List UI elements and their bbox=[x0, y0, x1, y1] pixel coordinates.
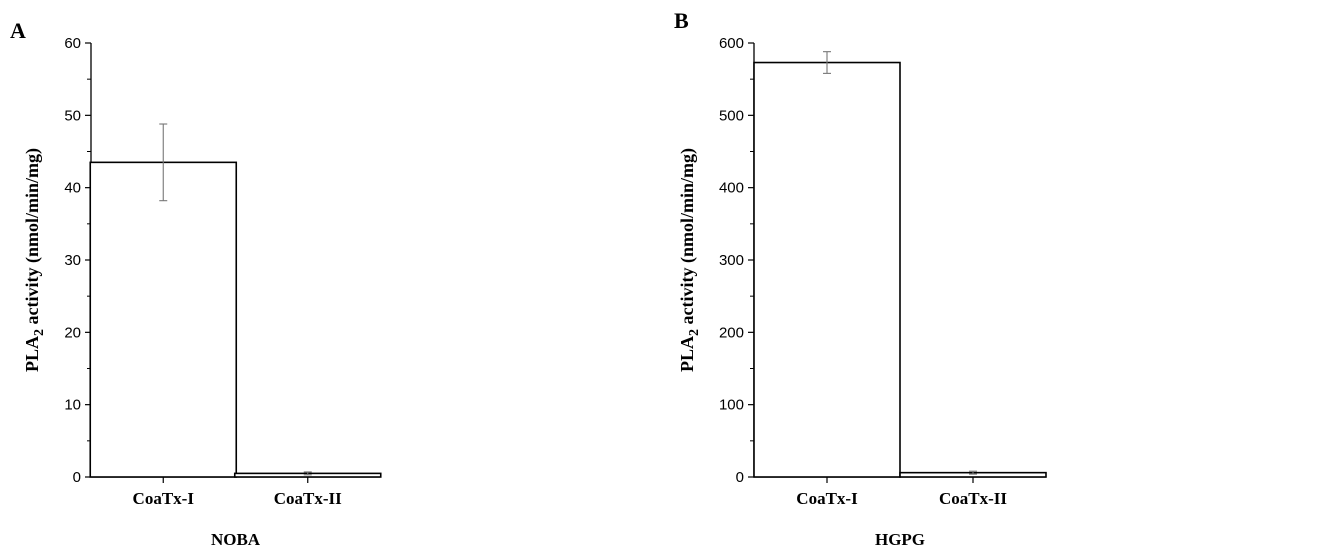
x-category-label: CoaTx-II bbox=[939, 489, 1007, 508]
x-category-label: CoaTx-II bbox=[274, 489, 342, 508]
y-tick-label: 500 bbox=[719, 107, 744, 124]
y-tick-label: 0 bbox=[73, 469, 81, 486]
panel-label: B bbox=[674, 8, 689, 33]
y-tick-label: 100 bbox=[719, 397, 744, 414]
y-tick-label: 0 bbox=[736, 469, 744, 486]
y-tick-label: 10 bbox=[64, 397, 81, 414]
y-tick-label: 600 bbox=[719, 35, 744, 52]
y-tick-label: 40 bbox=[64, 180, 81, 197]
bar-coatx-i bbox=[754, 63, 900, 477]
y-tick-label: 200 bbox=[719, 324, 744, 341]
y-axis-label: PLA2 activity (nmol/min/mg) bbox=[22, 148, 47, 372]
y-tick-label: 300 bbox=[719, 252, 744, 269]
y-axis-label: PLA2 activity (nmol/min/mg) bbox=[677, 148, 702, 372]
y-tick-label: 20 bbox=[64, 324, 81, 341]
panel-label: A bbox=[10, 18, 26, 43]
x-category-label: CoaTx-I bbox=[133, 489, 195, 508]
x-axis-label: HGPG bbox=[875, 530, 925, 549]
y-tick-label: 30 bbox=[64, 252, 81, 269]
x-category-label: CoaTx-I bbox=[796, 489, 858, 508]
panel-a: A 0 10 20 30 40 50 60 CoaTx-I CoaTx-II NOBA PLA2 ac… bbox=[10, 18, 381, 549]
panel-b: B 0 100 200 300 400 500 600 CoaTx-I CoaTx-II HGPG P… bbox=[674, 8, 1046, 549]
y-tick-label: 50 bbox=[64, 107, 81, 124]
x-axis-label: NOBA bbox=[211, 530, 261, 549]
bar-coatx-i bbox=[90, 162, 236, 477]
y-tick-label: 400 bbox=[719, 180, 744, 197]
y-tick-label: 60 bbox=[64, 35, 81, 52]
